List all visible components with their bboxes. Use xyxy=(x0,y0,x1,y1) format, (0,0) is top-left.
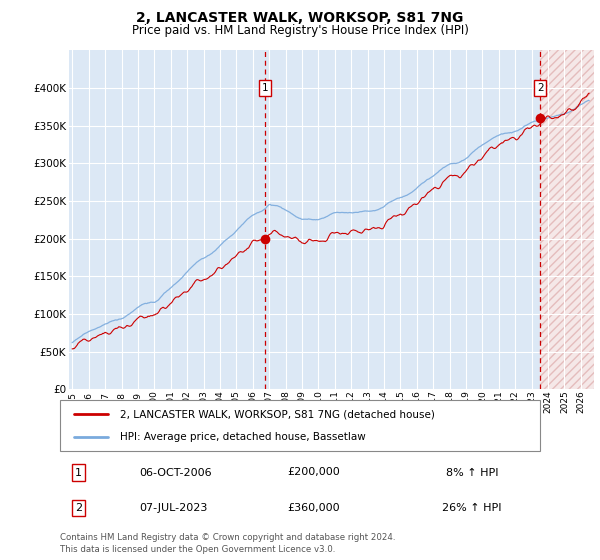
Text: 2: 2 xyxy=(75,503,82,513)
Text: HPI: Average price, detached house, Bassetlaw: HPI: Average price, detached house, Bass… xyxy=(120,432,366,442)
Text: 06-OCT-2006: 06-OCT-2006 xyxy=(139,468,212,478)
Text: Contains HM Land Registry data © Crown copyright and database right 2024.
This d: Contains HM Land Registry data © Crown c… xyxy=(60,533,395,554)
Text: Price paid vs. HM Land Registry's House Price Index (HPI): Price paid vs. HM Land Registry's House … xyxy=(131,24,469,36)
Bar xyxy=(540,50,594,389)
Text: 1: 1 xyxy=(262,83,269,93)
Bar xyxy=(540,50,594,389)
Text: £360,000: £360,000 xyxy=(287,503,340,513)
FancyBboxPatch shape xyxy=(60,400,540,451)
Text: 2, LANCASTER WALK, WORKSOP, S81 7NG: 2, LANCASTER WALK, WORKSOP, S81 7NG xyxy=(136,11,464,25)
Text: 26% ↑ HPI: 26% ↑ HPI xyxy=(442,503,502,513)
Text: 07-JUL-2023: 07-JUL-2023 xyxy=(139,503,208,513)
Text: 8% ↑ HPI: 8% ↑ HPI xyxy=(446,468,498,478)
Text: 2, LANCASTER WALK, WORKSOP, S81 7NG (detached house): 2, LANCASTER WALK, WORKSOP, S81 7NG (det… xyxy=(120,409,435,419)
Text: £200,000: £200,000 xyxy=(287,468,340,478)
Text: 1: 1 xyxy=(75,468,82,478)
Text: 2: 2 xyxy=(537,83,544,93)
